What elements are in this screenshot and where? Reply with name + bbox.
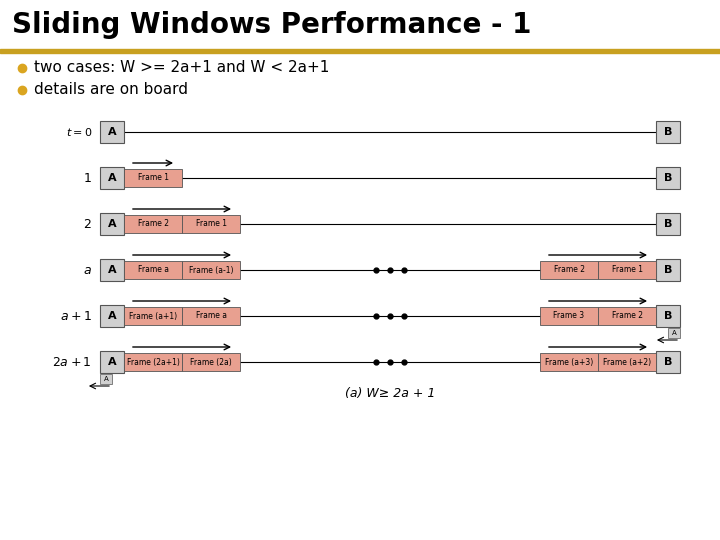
Text: $1$: $1$ [84,172,92,185]
Text: $2a+1$: $2a+1$ [53,355,92,368]
Text: Sliding Windows Performance - 1: Sliding Windows Performance - 1 [12,11,531,39]
Text: Frame 2: Frame 2 [554,266,585,274]
Text: A: A [104,376,109,382]
Text: (a) W≥ 2a + 1: (a) W≥ 2a + 1 [345,387,435,400]
Text: Frame a: Frame a [196,312,227,321]
Text: B: B [664,173,672,183]
Bar [124,169,182,187]
Text: B: B [664,265,672,275]
Bar [182,261,240,279]
Bar [598,307,656,325]
Bar [540,353,598,371]
Text: Frame 3: Frame 3 [554,312,585,321]
Bar [124,261,182,279]
Bar [124,307,182,325]
Bar [100,213,124,235]
Text: A: A [672,330,676,336]
Text: A: A [108,219,117,229]
Bar [124,215,182,233]
Text: Frame (a+3): Frame (a+3) [545,357,593,367]
Text: A: A [108,173,117,183]
Bar [656,305,680,327]
Text: A: A [108,127,117,137]
Text: $a$: $a$ [83,264,92,276]
Text: Frame 2: Frame 2 [138,219,168,228]
Bar [656,167,680,189]
Bar [0,49,720,53]
Text: $a+1$: $a+1$ [60,309,92,322]
Text: Frame 1: Frame 1 [138,173,168,183]
Text: B: B [664,127,672,137]
Text: $2$: $2$ [84,218,92,231]
Bar [182,307,240,325]
Bar [668,328,680,338]
Bar [656,259,680,281]
Bar [656,121,680,143]
Bar [540,261,598,279]
Text: B: B [664,357,672,367]
Text: Frame 2: Frame 2 [611,312,642,321]
Text: Frame (a-1): Frame (a-1) [189,266,233,274]
Bar [656,351,680,373]
Text: Frame (2a): Frame (2a) [190,357,232,367]
Text: A: A [108,311,117,321]
Bar [0,0,720,50]
Bar [100,121,124,143]
Bar [540,307,598,325]
Text: $t=0$: $t=0$ [66,126,92,138]
Text: B: B [664,219,672,229]
Text: Frame 1: Frame 1 [196,219,227,228]
Bar [100,351,124,373]
Bar [182,215,240,233]
Bar [598,353,656,371]
Text: Frame (a+2): Frame (a+2) [603,357,651,367]
Bar [100,259,124,281]
Text: A: A [108,265,117,275]
Text: Frame (2a+1): Frame (2a+1) [127,357,179,367]
Bar [182,353,240,371]
Text: B: B [664,311,672,321]
Text: Frame 1: Frame 1 [611,266,642,274]
Bar [124,353,182,371]
Text: A: A [108,357,117,367]
Bar [100,374,112,384]
Text: Frame a: Frame a [138,266,168,274]
Text: two cases: W >= 2a+1 and W < 2a+1: two cases: W >= 2a+1 and W < 2a+1 [34,60,329,76]
Bar [100,305,124,327]
Bar [100,167,124,189]
Bar [656,213,680,235]
Text: Frame (a+1): Frame (a+1) [129,312,177,321]
Text: details are on board: details are on board [34,83,188,98]
Bar [598,261,656,279]
